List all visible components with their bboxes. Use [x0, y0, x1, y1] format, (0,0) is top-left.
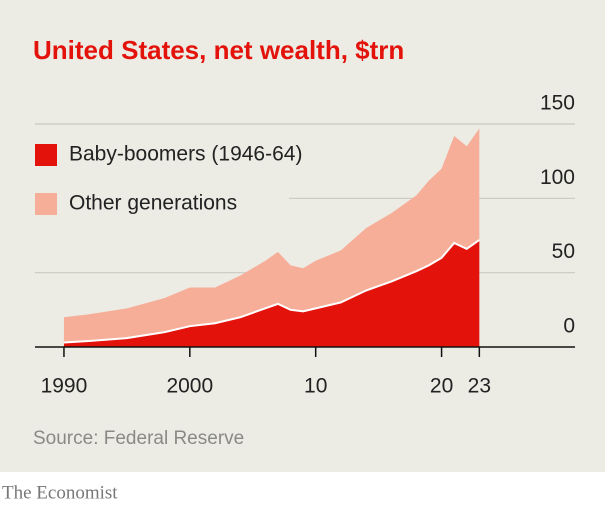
y-tick-label: 150	[540, 92, 575, 115]
x-tick-label: 20	[430, 375, 453, 398]
area	[63, 239, 480, 347]
y-tick-label: 0	[563, 315, 575, 338]
area	[63, 128, 480, 343]
x-tick-label: 10	[304, 375, 327, 398]
publisher: The Economist	[2, 482, 118, 503]
legend-label: Baby-boomers (1946-64)	[69, 143, 302, 166]
chart-title: United States, net wealth, $trn	[33, 35, 404, 65]
x-tick-label: 1990	[41, 375, 88, 398]
legend-swatch	[35, 193, 57, 215]
x-tick-label: 23	[468, 375, 491, 398]
source: Source: Federal Reserve	[33, 428, 244, 449]
x-tick-label: 2000	[166, 375, 213, 398]
legend-label: Other generations	[69, 192, 237, 215]
y-tick-label: 50	[552, 240, 575, 263]
panel	[0, 0, 605, 472]
divider-line	[63, 239, 480, 344]
y-tick-label: 100	[540, 166, 575, 189]
legend-swatch	[35, 144, 57, 166]
legend-bg	[31, 138, 289, 220]
